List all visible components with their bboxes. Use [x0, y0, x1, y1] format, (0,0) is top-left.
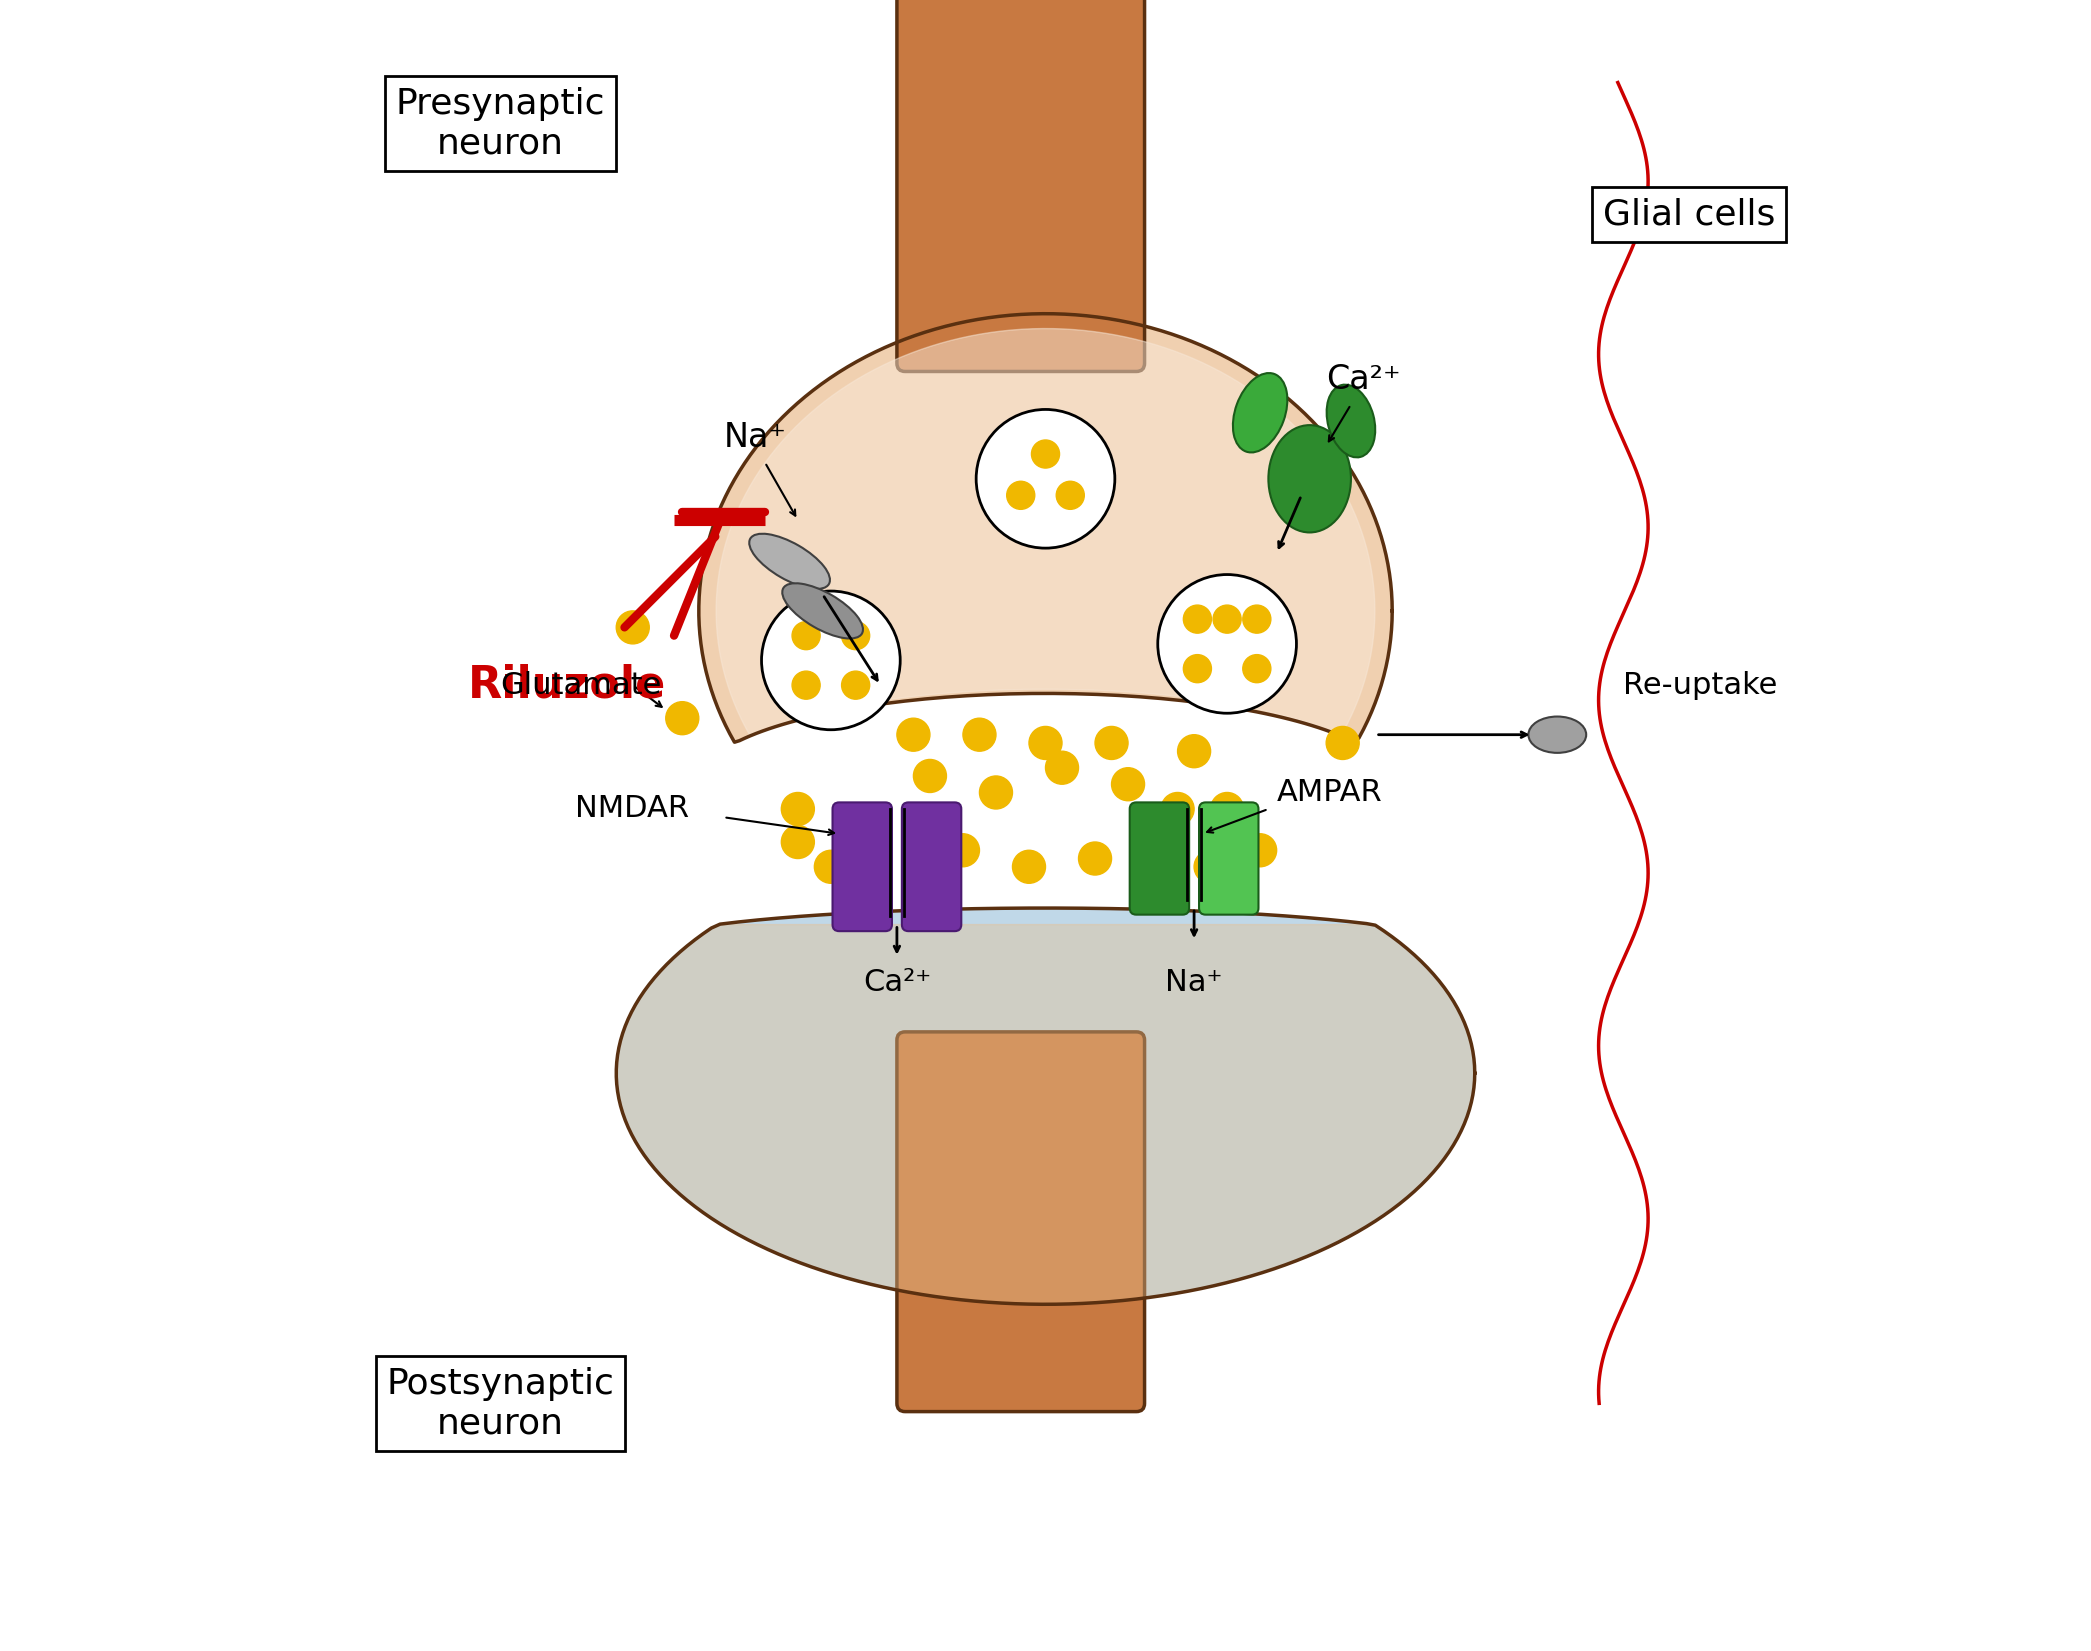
- Circle shape: [1211, 792, 1244, 826]
- Circle shape: [1079, 842, 1112, 875]
- FancyBboxPatch shape: [832, 802, 893, 931]
- Polygon shape: [698, 314, 1393, 743]
- Text: Riluzole: Riluzole: [468, 664, 665, 707]
- Text: Glutamate: Glutamate: [500, 670, 663, 700]
- Circle shape: [947, 834, 979, 867]
- Circle shape: [841, 621, 870, 649]
- Circle shape: [1006, 482, 1035, 509]
- Polygon shape: [617, 925, 1474, 1304]
- Circle shape: [1177, 735, 1211, 768]
- Text: Re-uptake: Re-uptake: [1623, 670, 1777, 700]
- Ellipse shape: [749, 533, 830, 589]
- Circle shape: [979, 776, 1012, 809]
- FancyBboxPatch shape: [897, 1032, 1144, 1412]
- Ellipse shape: [1269, 424, 1351, 532]
- Circle shape: [1194, 850, 1227, 883]
- Circle shape: [976, 409, 1115, 548]
- Text: Ca²⁺: Ca²⁺: [1326, 363, 1401, 396]
- Circle shape: [897, 718, 930, 751]
- Circle shape: [1096, 726, 1127, 759]
- Circle shape: [1012, 850, 1046, 883]
- FancyBboxPatch shape: [1198, 802, 1259, 915]
- Ellipse shape: [1234, 373, 1288, 452]
- Circle shape: [782, 792, 813, 826]
- Circle shape: [792, 621, 820, 649]
- Circle shape: [761, 591, 901, 730]
- Ellipse shape: [1326, 385, 1376, 457]
- Circle shape: [847, 875, 880, 908]
- Circle shape: [1213, 604, 1242, 632]
- Circle shape: [1112, 768, 1144, 801]
- Circle shape: [1244, 834, 1278, 867]
- Circle shape: [1242, 655, 1271, 684]
- Circle shape: [813, 850, 847, 883]
- Circle shape: [1056, 482, 1085, 509]
- FancyBboxPatch shape: [897, 0, 1144, 371]
- Circle shape: [782, 826, 813, 859]
- Circle shape: [1184, 604, 1211, 632]
- Circle shape: [1029, 726, 1062, 759]
- Circle shape: [841, 672, 870, 700]
- Text: AMPAR: AMPAR: [1278, 778, 1382, 807]
- Circle shape: [1184, 655, 1211, 684]
- Text: Ca²⁺: Ca²⁺: [864, 967, 930, 997]
- Circle shape: [914, 759, 947, 792]
- Ellipse shape: [1529, 717, 1587, 753]
- Ellipse shape: [782, 583, 864, 639]
- Circle shape: [1144, 859, 1177, 892]
- Circle shape: [1158, 575, 1296, 713]
- FancyBboxPatch shape: [901, 802, 962, 931]
- Circle shape: [1031, 441, 1060, 469]
- Text: NMDAR: NMDAR: [575, 794, 690, 824]
- Circle shape: [964, 718, 995, 751]
- Text: Na⁺: Na⁺: [1165, 967, 1223, 997]
- Circle shape: [617, 611, 650, 644]
- Text: Na⁺: Na⁺: [723, 421, 786, 454]
- Circle shape: [1161, 792, 1194, 826]
- Text: Postsynaptic
neuron: Postsynaptic neuron: [387, 1367, 615, 1440]
- Circle shape: [665, 702, 698, 735]
- Polygon shape: [617, 908, 1474, 1304]
- Text: Glial cells: Glial cells: [1604, 198, 1775, 231]
- Circle shape: [1326, 726, 1359, 759]
- Circle shape: [792, 672, 820, 700]
- Circle shape: [1242, 604, 1271, 632]
- Circle shape: [1046, 751, 1079, 784]
- FancyBboxPatch shape: [1129, 802, 1190, 915]
- Polygon shape: [715, 329, 1376, 736]
- Text: Presynaptic
neuron: Presynaptic neuron: [395, 88, 606, 160]
